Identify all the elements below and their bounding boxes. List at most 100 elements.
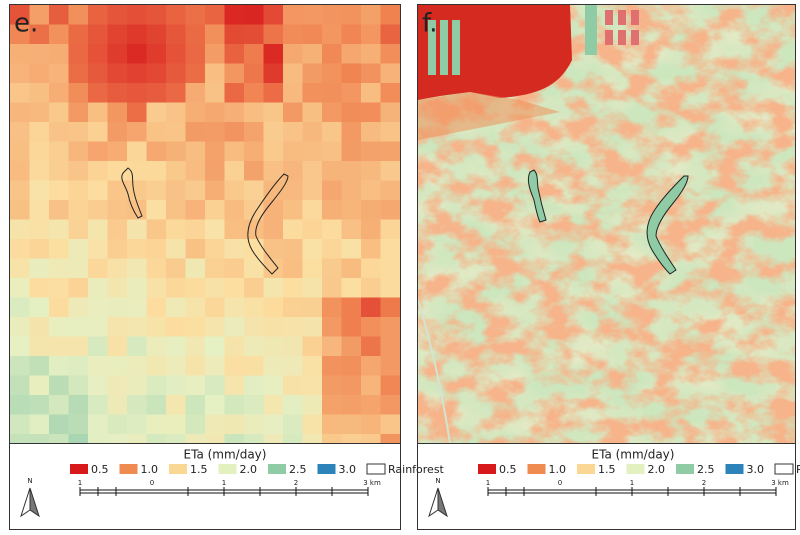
raster-cell bbox=[341, 24, 362, 45]
raster-cell bbox=[263, 180, 284, 201]
raster-cell bbox=[361, 102, 381, 123]
raster-cell bbox=[283, 122, 303, 142]
raster-cell bbox=[341, 83, 362, 103]
raster-cell bbox=[224, 5, 245, 25]
raster-cell bbox=[127, 258, 147, 279]
raster-cell bbox=[88, 161, 108, 181]
raster-cell bbox=[166, 297, 186, 318]
raster-cell bbox=[224, 336, 245, 357]
raster-cell bbox=[283, 356, 303, 376]
raster-cell bbox=[107, 63, 128, 84]
scale-label: 0 bbox=[150, 479, 154, 487]
raster-cell bbox=[127, 278, 147, 298]
legend-label: 3.0 bbox=[747, 463, 765, 476]
raster-cell bbox=[244, 24, 264, 45]
legend-swatch bbox=[366, 463, 386, 475]
raster-cell bbox=[302, 219, 323, 240]
panel-label: f. bbox=[422, 9, 438, 39]
raster-cell bbox=[127, 161, 147, 181]
raster-cell bbox=[263, 83, 284, 103]
raster-cell bbox=[166, 63, 186, 84]
raster-cell bbox=[127, 356, 147, 376]
legend-swatch bbox=[268, 464, 286, 474]
raster-cell bbox=[341, 161, 362, 181]
raster-cell bbox=[49, 297, 69, 318]
raster-cell bbox=[322, 336, 342, 357]
raster-cell bbox=[322, 258, 342, 279]
raster-cell bbox=[302, 258, 323, 279]
raster-cell bbox=[263, 44, 284, 64]
raster-cell bbox=[185, 141, 206, 162]
raster-cell bbox=[10, 141, 30, 162]
raster-cell bbox=[10, 375, 30, 396]
raster-cell bbox=[49, 395, 69, 415]
raster-cell bbox=[380, 258, 400, 279]
raster-cell bbox=[263, 375, 284, 396]
raster-cell bbox=[68, 122, 89, 142]
raster-cell bbox=[322, 414, 342, 435]
raster-cell bbox=[68, 161, 89, 181]
raster-cell bbox=[224, 161, 245, 181]
raster-cell bbox=[263, 434, 284, 443]
raster-cell bbox=[107, 44, 128, 64]
raster-cell bbox=[49, 375, 69, 396]
raster-cell bbox=[380, 414, 400, 435]
raster-cell bbox=[341, 180, 362, 201]
raster-cell bbox=[166, 278, 186, 298]
raster-cell bbox=[283, 180, 303, 201]
raster-cell bbox=[244, 336, 264, 357]
raster-cell bbox=[244, 63, 264, 84]
legend-swatch bbox=[774, 463, 794, 475]
raster-cell bbox=[166, 83, 186, 103]
raster-cell bbox=[224, 141, 245, 162]
raster-cell bbox=[68, 356, 89, 376]
raster-cell bbox=[146, 44, 167, 64]
raster-cell bbox=[380, 24, 400, 45]
raster-cell bbox=[263, 258, 284, 279]
raster-cell bbox=[107, 24, 128, 45]
raster-cell bbox=[146, 219, 167, 240]
raster-cell bbox=[146, 102, 167, 123]
legend-label: 1.5 bbox=[190, 463, 208, 476]
raster-cell bbox=[380, 356, 400, 376]
raster-cell bbox=[88, 278, 108, 298]
raster-cell bbox=[283, 297, 303, 318]
raster-cell bbox=[302, 336, 323, 357]
raster-cell bbox=[244, 180, 264, 201]
raster-cell bbox=[185, 278, 206, 298]
raster-cell bbox=[29, 239, 50, 259]
raster-cell bbox=[146, 414, 167, 435]
raster-cell bbox=[322, 219, 342, 240]
raster-cell bbox=[341, 5, 362, 25]
raster-cell bbox=[29, 278, 50, 298]
raster-cell bbox=[263, 161, 284, 181]
raster-cell bbox=[88, 356, 108, 376]
raster-cell bbox=[107, 83, 128, 103]
legends: ETa (mm/day) 0.5 1.0 1.5 2.0 2.5 3.0 Rainforest… bbox=[10, 443, 800, 518]
raster-cell bbox=[29, 356, 50, 376]
raster-cell bbox=[10, 219, 30, 240]
raster-cell bbox=[361, 141, 381, 162]
raster-cell bbox=[146, 24, 167, 45]
raster-cell bbox=[146, 395, 167, 415]
raster-cell bbox=[341, 278, 362, 298]
raster-cell bbox=[10, 122, 30, 142]
raster-cell bbox=[341, 44, 362, 64]
raster-cell bbox=[166, 180, 186, 201]
raster-cell bbox=[29, 5, 50, 25]
legend-label: 3.0 bbox=[339, 463, 357, 476]
raster-cell bbox=[341, 297, 362, 318]
raster-cell bbox=[244, 5, 264, 25]
raster-cell bbox=[361, 180, 381, 201]
eta-raster bbox=[10, 5, 400, 443]
raster-cell bbox=[88, 44, 108, 64]
legend-swatch bbox=[119, 464, 138, 474]
raster-cell bbox=[205, 219, 225, 240]
raster-cell bbox=[302, 375, 323, 396]
raster-cell bbox=[302, 297, 323, 318]
raster-cell bbox=[302, 278, 323, 298]
raster-cell bbox=[322, 278, 342, 298]
raster-cell bbox=[88, 239, 108, 259]
raster-cell bbox=[88, 434, 108, 443]
raster-cell bbox=[224, 102, 245, 123]
